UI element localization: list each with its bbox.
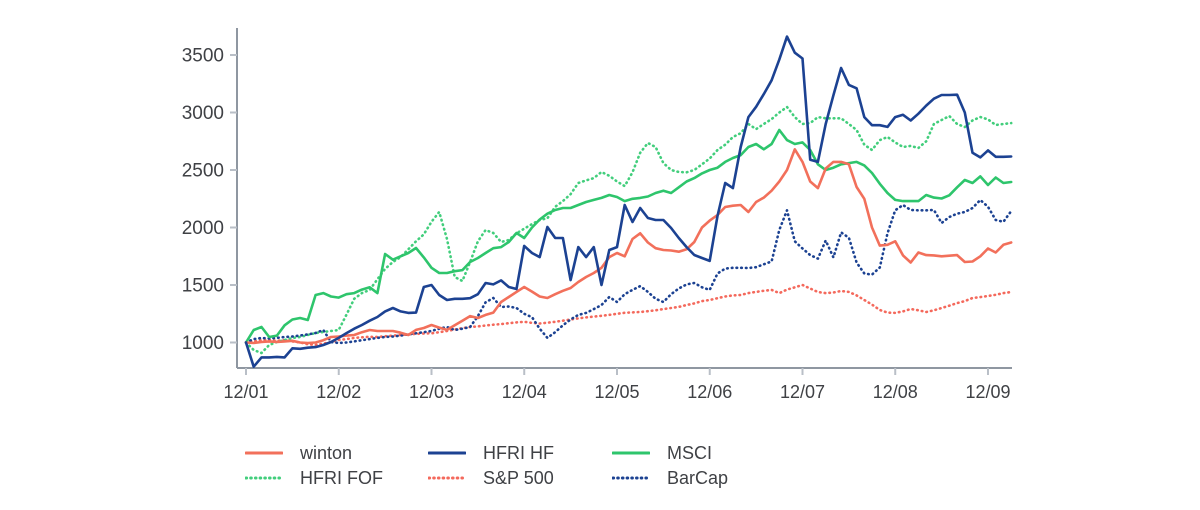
x-tick-label: 12/08 — [873, 382, 918, 402]
legend-label-hfri-hf: HFRI HF — [483, 442, 554, 463]
legend-label-barcap: BarCap — [667, 467, 729, 488]
legend-item-msci: MSCI — [612, 444, 787, 462]
series-line-hfri-fof — [244, 105, 1013, 355]
legend-item-hfri-hf: HFRI HF — [428, 444, 612, 462]
legend-label-s-p-500: S&P 500 — [483, 467, 554, 488]
x-tick-label: 12/09 — [965, 382, 1010, 402]
y-tick-label: 1000 — [182, 333, 224, 354]
legend-swatch-hfri-fof — [245, 476, 283, 479]
legend-swatch-msci — [612, 451, 650, 454]
x-tick-label: 12/07 — [780, 382, 825, 402]
legend-item-winton: winton — [245, 444, 428, 462]
legend-swatch-barcap — [612, 476, 650, 479]
x-tick-label: 12/04 — [502, 382, 547, 402]
y-tick-label: 2500 — [182, 161, 224, 182]
x-tick-label: 12/06 — [687, 382, 732, 402]
y-tick-label: 2000 — [182, 218, 224, 239]
legend-item-hfri-fof: HFRI FOF — [245, 469, 428, 487]
x-tick-label: 12/03 — [409, 382, 454, 402]
legend-label-winton: winton — [300, 442, 353, 463]
y-tick-label: 3000 — [182, 103, 224, 124]
series-line-barcap — [244, 198, 1013, 345]
x-tick-label: 12/05 — [594, 382, 639, 402]
legend-label-hfri-fof: HFRI FOF — [300, 467, 383, 488]
legend-item-barcap: BarCap — [612, 469, 787, 487]
x-tick-label: 12/01 — [223, 382, 268, 402]
chart-legend: winton HFRI HF MSCI HFRI FOF S&P 500 BarCap — [245, 440, 787, 490]
legend-swatch-hfri-hf — [428, 451, 466, 454]
x-tick-label: 12/02 — [316, 382, 361, 402]
series-line-hfri-hf — [244, 35, 1013, 369]
legend-item-s-p-500: S&P 500 — [428, 469, 612, 487]
legend-swatch-winton — [245, 451, 283, 454]
series-line-s-p-500 — [244, 283, 1013, 347]
legend-label-msci: MSCI — [667, 442, 712, 463]
series-line-winton — [244, 148, 1013, 345]
series-line-msci — [244, 128, 1013, 344]
y-tick-label: 3500 — [182, 46, 224, 67]
legend-swatch-s-p-500 — [428, 476, 466, 479]
y-tick-label: 1500 — [182, 276, 224, 297]
